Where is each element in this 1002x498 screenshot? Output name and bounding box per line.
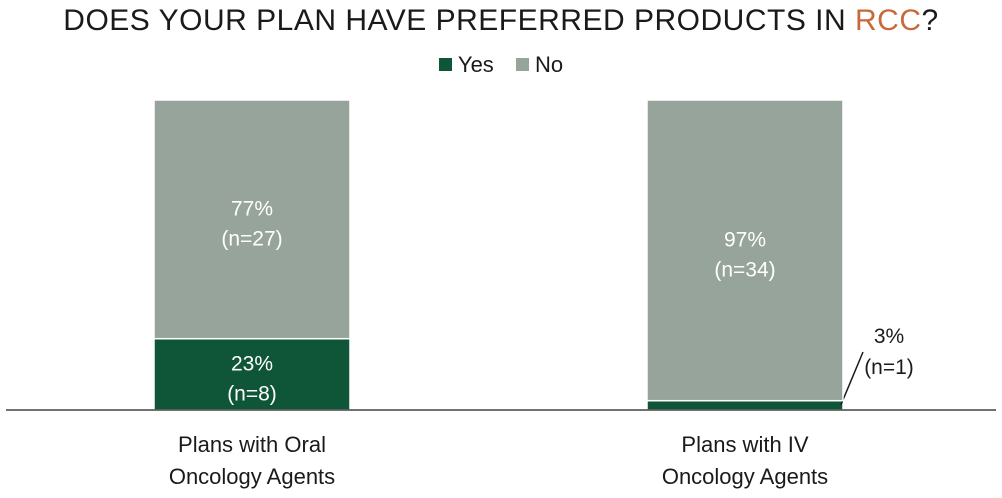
- bar-no-1: [153, 99, 351, 340]
- bar-yes-1: [153, 337, 351, 411]
- legend: Yes No: [0, 52, 1002, 78]
- legend-label-yes: Yes: [457, 52, 494, 77]
- category-label-1-line-1: Plans with Oral: [178, 432, 326, 457]
- legend-swatch-no: [515, 58, 529, 71]
- chart-title-highlight: RCC: [855, 4, 922, 37]
- data-label-n-no-2: (n=34): [714, 258, 775, 281]
- leader-line-yes-2: [840, 351, 864, 405]
- data-label-yes-1: 23%: [231, 352, 273, 375]
- category-label-1-line-2: Oncology Agents: [169, 464, 335, 489]
- legend-label-no: No: [534, 52, 564, 77]
- data-label-n-yes-1: (n=8): [227, 382, 277, 405]
- legend-item-no: No: [515, 52, 564, 78]
- data-label-no-1: 77%: [231, 197, 273, 220]
- chart-title-end: ?: [921, 4, 939, 37]
- data-label-n-no-1: (n=27): [221, 227, 282, 250]
- chart-title: DOES YOUR PLAN HAVE PREFERRED PRODUCTS I…: [0, 4, 1002, 38]
- bar-no-2: [646, 99, 844, 402]
- chart-title-main: DOES YOUR PLAN HAVE PREFERRED PRODUCTS I…: [63, 4, 855, 37]
- category-label-2-line-1: Plans with IV: [681, 432, 808, 457]
- data-label-yes-2: 3%: [874, 325, 904, 348]
- legend-swatch-yes: [438, 58, 452, 71]
- legend-item-yes: Yes: [438, 52, 494, 78]
- category-label-2-line-2: Oncology Agents: [662, 464, 828, 489]
- bar-yes-2: [646, 399, 844, 411]
- data-label-n-yes-2: (n=1): [864, 356, 914, 379]
- data-label-no-2: 97%: [724, 228, 766, 251]
